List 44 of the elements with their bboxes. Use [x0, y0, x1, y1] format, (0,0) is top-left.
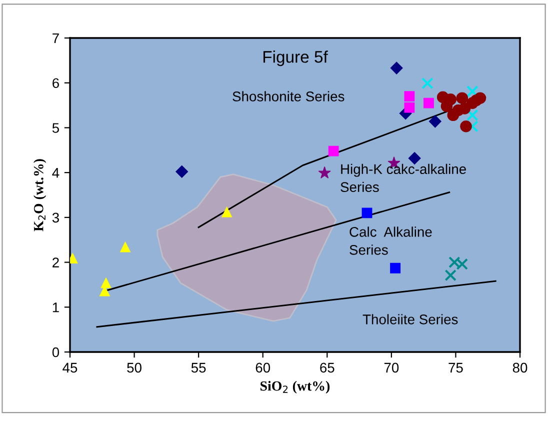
point [444, 269, 456, 282]
point [422, 77, 434, 90]
point [466, 85, 478, 98]
y-tick-label: 1 [52, 302, 59, 312]
x-tick-label: 70 [384, 362, 399, 373]
y-tick-label: 2 [52, 258, 59, 268]
point [404, 102, 415, 113]
x-tick-label: 55 [191, 362, 206, 373]
point [318, 166, 331, 178]
point [466, 109, 478, 122]
x-tick-label: 65 [320, 362, 334, 373]
x-tick-label: 50 [127, 362, 142, 373]
point [328, 146, 339, 156]
point [120, 242, 130, 252]
point [456, 92, 468, 104]
annotation: Tholeiite Series [362, 314, 458, 324]
annotation: Calc Alkaline Series [350, 226, 432, 255]
point [460, 120, 472, 132]
y-tick-label: 3 [52, 212, 59, 223]
point [390, 262, 400, 274]
point [428, 115, 442, 128]
x-tick-label: 45 [62, 362, 78, 373]
annotation: High-K cakc-alkaline Series [340, 164, 466, 192]
y-tick-label: 4 [52, 168, 60, 178]
point [408, 152, 421, 164]
y-tick-label: 6 [52, 78, 59, 88]
point [176, 165, 188, 178]
annotation: Shoshonite Series [232, 91, 344, 102]
x-axis-title: SiO$_{2}$ (wt%) [260, 380, 330, 394]
y-tick-label: 5 [52, 123, 59, 133]
point [390, 62, 403, 74]
x-tick-label: 80 [512, 362, 528, 373]
point [424, 98, 434, 108]
y-tick-label: 7 [52, 33, 59, 44]
text: Figure 5f [263, 50, 328, 66]
y-tick-label: 0 [52, 347, 60, 358]
point [362, 208, 372, 218]
point [466, 97, 478, 109]
x-tick-label: 75 [448, 362, 463, 373]
x-tick-label: 60 [256, 362, 270, 373]
point [222, 206, 232, 218]
y-axis-title: K$_{2}$O (wt.%) [34, 159, 46, 232]
point [404, 91, 415, 102]
point [447, 109, 460, 122]
